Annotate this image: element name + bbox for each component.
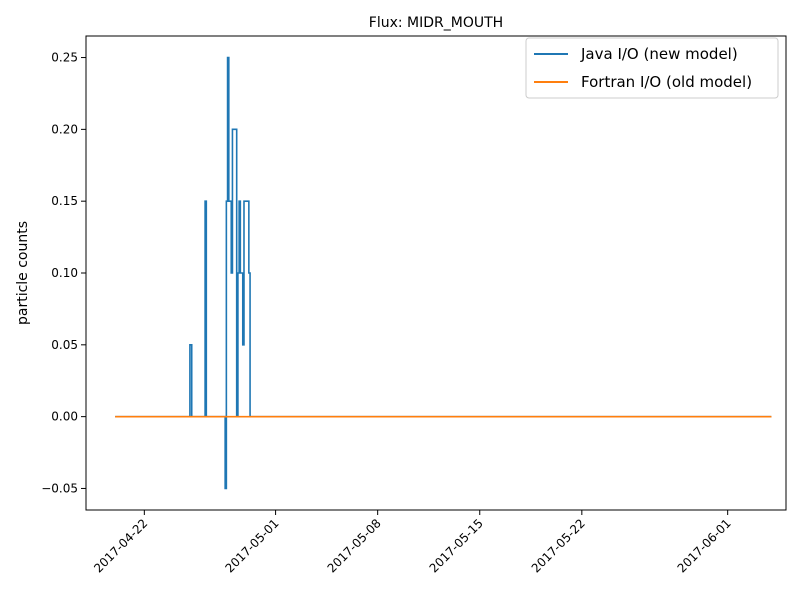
series-line-0: [115, 56, 772, 490]
x-tick-label: 2017-04-22: [91, 516, 150, 575]
y-tick-label: −0.05: [41, 481, 78, 495]
y-tick-label: 0.05: [51, 338, 78, 352]
legend-label-java: Java I/O (new model): [580, 45, 738, 63]
y-tick-label: 0.25: [51, 51, 78, 65]
y-tick-label: 0.15: [51, 194, 78, 208]
x-tick-label: 2017-05-08: [325, 516, 384, 575]
x-tick-label: 2017-05-01: [222, 516, 281, 575]
y-axis: −0.05 0.00 0.05 0.10 0.15 0.20 0.25: [41, 51, 86, 495]
chart-title: Flux: MIDR_MOUTH: [369, 15, 503, 31]
x-tick-label: 2017-05-22: [529, 516, 588, 575]
plot-frame: [85, 35, 787, 511]
x-axis: 2017-04-22 2017-05-01 2017-05-08 2017-05-15…: [91, 510, 734, 575]
x-tick-label: 2017-05-15: [427, 516, 486, 575]
y-tick-label: 0.20: [51, 122, 78, 136]
legend-label-fortran: Fortran I/O (old model): [581, 73, 752, 91]
y-axis-title: particle counts: [15, 221, 31, 325]
y-tick-label: 0.10: [51, 266, 78, 280]
plot-lines: [115, 56, 772, 490]
legend-box: [525, 37, 779, 99]
legend: Java I/O (new model) Fortran I/O (old mo…: [525, 37, 779, 99]
x-tick-label: 2017-06-01: [675, 516, 734, 575]
y-tick-label: 0.00: [51, 410, 78, 424]
